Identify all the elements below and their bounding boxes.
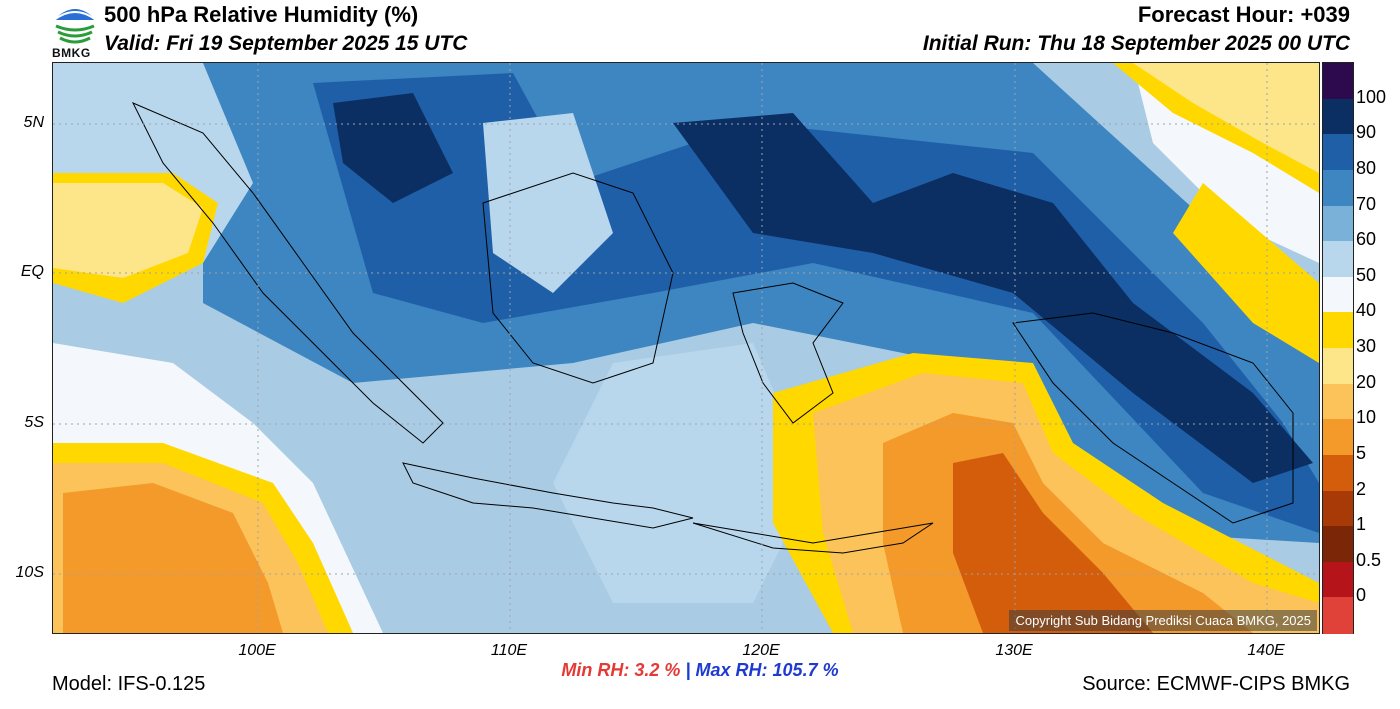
colorbar-segment — [1323, 205, 1353, 242]
lon-label-120e: 120E — [742, 642, 780, 659]
colorbar-label: 5 — [1356, 442, 1367, 463]
colorbar-segment — [1323, 63, 1353, 100]
map-title: 500 hPa Relative Humidity (%) — [104, 2, 419, 27]
colorbar-label: 20 — [1356, 371, 1377, 392]
lon-label-130e: 130E — [995, 642, 1033, 659]
colorbar-label: 90 — [1356, 122, 1377, 143]
colorbar-segment — [1323, 419, 1353, 456]
colorbar-segment — [1323, 454, 1353, 491]
colorbar-segment — [1323, 169, 1353, 206]
colorbar-label: 70 — [1356, 193, 1377, 214]
colorbar-label: 1 — [1356, 514, 1367, 535]
min-rh-value: 3.2 % — [634, 660, 681, 680]
forecast-hour: Forecast Hour: +039 — [1137, 2, 1350, 27]
source-label: Source: ECMWF-CIPS BMKG — [1082, 673, 1350, 695]
colorbar-segment — [1323, 561, 1353, 598]
colorbar-label: 50 — [1356, 264, 1377, 285]
colorbar-label: 80 — [1356, 157, 1377, 178]
lon-label-140e: 140E — [1247, 642, 1285, 659]
logo-text: BMKG — [52, 46, 91, 60]
colorbar-segment — [1323, 98, 1353, 135]
lat-label-eq: EQ — [20, 263, 44, 280]
colorbar-label: 0.5 — [1356, 549, 1382, 570]
max-rh-value: 105.7 % — [772, 660, 839, 680]
stats-separator: | — [685, 660, 691, 680]
lon-label-110e: 110E — [490, 642, 528, 659]
colorbar-segment — [1323, 348, 1353, 385]
colorbar-segment — [1323, 526, 1353, 563]
initial-run: Initial Run: Thu 18 September 2025 00 UT… — [922, 32, 1350, 55]
colorbar-segment — [1323, 383, 1353, 420]
humidity-map: Copyright Sub Bidang Prediksi Cuaca BMKG… — [52, 62, 1320, 634]
model-label: Model: IFS-0.125 — [52, 673, 206, 695]
colorbar-segment — [1323, 276, 1353, 313]
colorbar-label: 30 — [1356, 336, 1377, 356]
colorbar-segment — [1323, 490, 1353, 527]
colorbar-label: 0 — [1356, 585, 1367, 606]
lat-label-10s: 10S — [15, 564, 44, 581]
copyright-notice: Copyright Sub Bidang Prediksi Cuaca BMKG… — [1009, 610, 1317, 631]
lon-label-100e: 100E — [238, 642, 276, 659]
rh-stats: Min RH: 3.2 % | Max RH: 105.7 % — [0, 660, 1400, 681]
colorbar-segment — [1323, 597, 1353, 634]
colorbar-label: 10 — [1356, 407, 1377, 428]
colorbar-segment — [1323, 312, 1353, 349]
max-rh-label: Max RH: — [695, 660, 768, 680]
colorbar — [1322, 62, 1354, 634]
lat-label-5n: 5N — [23, 114, 44, 131]
colorbar-segment — [1323, 134, 1353, 171]
colorbar-segment — [1323, 241, 1353, 278]
valid-time: Valid: Fri 19 September 2025 15 UTC — [104, 32, 468, 55]
humidity-field — [53, 63, 1319, 633]
colorbar-label: 2 — [1356, 478, 1367, 499]
min-rh-label: Min RH: — [561, 660, 630, 680]
bmkg-logo — [50, 2, 100, 60]
colorbar-label: 100 — [1356, 86, 1387, 107]
colorbar-label: 40 — [1356, 300, 1377, 321]
colorbar-label: 60 — [1356, 229, 1377, 250]
lat-label-5s: 5S — [24, 414, 44, 431]
